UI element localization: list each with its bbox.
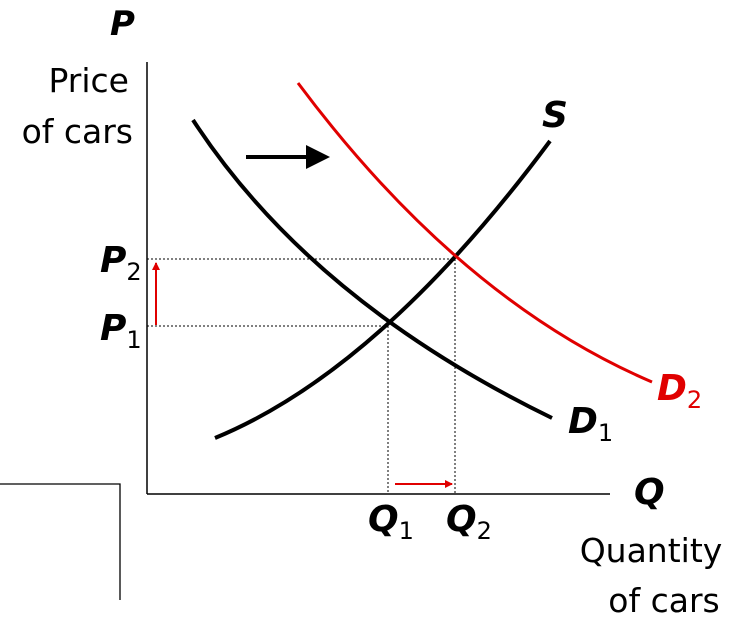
demand1-label: D1 xyxy=(568,401,613,447)
guide-lines xyxy=(147,258,456,494)
x-axis-symbol: Q xyxy=(634,472,665,513)
x-axis-label-line1: Quantity xyxy=(580,531,723,570)
q2-subscript: 2 xyxy=(477,517,492,545)
p1-label: P1 xyxy=(100,308,142,354)
q1-label: Q1 xyxy=(368,499,414,545)
p2-label: P2 xyxy=(100,240,142,286)
y-axis-label-line2: of cars xyxy=(22,112,133,151)
demand-curve-2 xyxy=(296,82,653,384)
x-axis-label-line2: of cars xyxy=(608,581,719,620)
demand1-symbol: D xyxy=(568,401,598,442)
supply-curve xyxy=(214,139,552,440)
right-arrow-icon xyxy=(246,145,330,169)
q1-symbol: Q xyxy=(368,499,399,540)
demand1-subscript: 1 xyxy=(598,419,613,447)
y-axis-symbol: P xyxy=(110,4,135,44)
p1-subscript: 1 xyxy=(126,326,141,354)
demand2-label: D2 xyxy=(657,368,702,414)
q2-symbol: Q xyxy=(446,499,477,540)
supply-label: S xyxy=(542,95,568,136)
demand2-subscript: 2 xyxy=(687,386,702,414)
p1-symbol: P xyxy=(100,308,126,349)
q1-subscript: 1 xyxy=(399,517,414,545)
demand-curve-1 xyxy=(191,118,553,420)
y-axis-label-line1: Price xyxy=(48,61,129,100)
p2-symbol: P xyxy=(100,240,126,281)
q2-label: Q2 xyxy=(446,499,492,545)
demand2-symbol: D xyxy=(657,368,687,409)
p2-subscript: 2 xyxy=(126,258,141,286)
box-outline xyxy=(0,483,121,600)
